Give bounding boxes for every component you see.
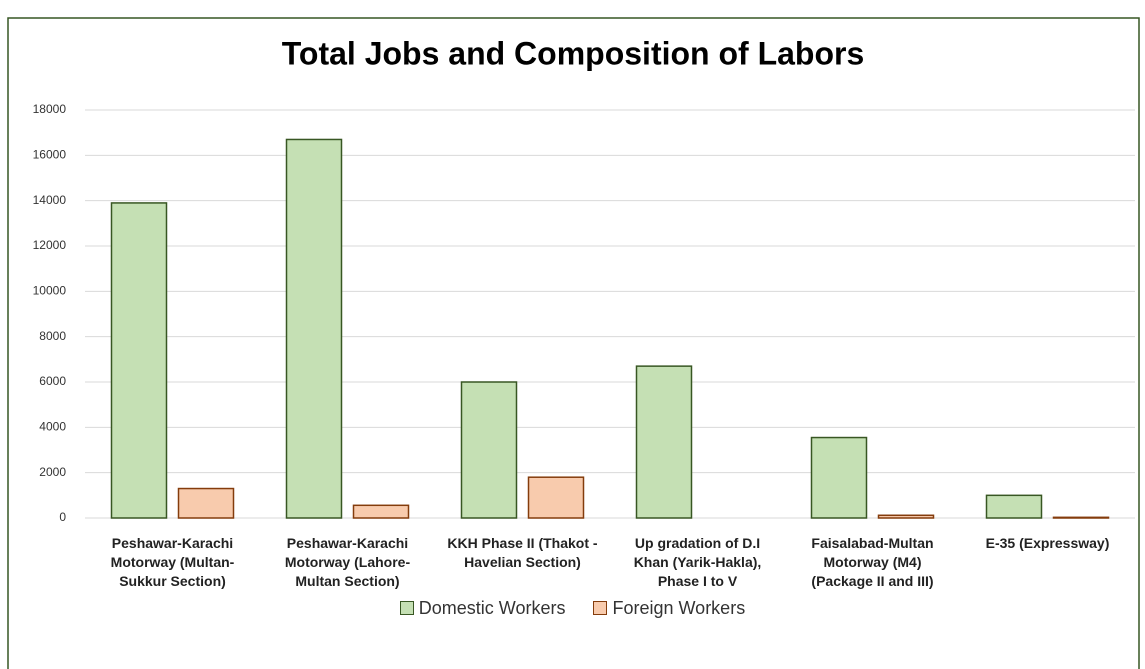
- y-tick-label: 12000: [33, 238, 67, 252]
- bar: [110, 202, 168, 519]
- chart-title: Total Jobs and Composition of Labors: [282, 35, 865, 71]
- y-tick-label: 14000: [33, 193, 67, 207]
- x-tick-label: Faisalabad-Multan Motorway (M4) (Package…: [811, 535, 934, 589]
- bar: [1052, 516, 1110, 519]
- x-tick-label: Peshawar-Karachi Motorway (Multan-Sukkur…: [110, 535, 235, 589]
- y-tick-label: 18000: [33, 102, 67, 116]
- legend: Domestic Workers Foreign Workers: [0, 598, 1145, 619]
- legend-label: Domestic Workers: [418, 598, 566, 618]
- y-tick-label: 2000: [39, 465, 66, 479]
- y-tick-label: 8000: [39, 329, 66, 343]
- legend-item: Domestic Workers: [399, 598, 566, 619]
- y-tick-label: 6000: [39, 374, 66, 388]
- legend-swatch: [593, 601, 608, 615]
- bar: [527, 476, 585, 519]
- legend-item: Foreign Workers: [593, 598, 745, 619]
- bar: [352, 504, 410, 519]
- legend-label: Foreign Workers: [612, 598, 746, 618]
- bar: [810, 436, 868, 519]
- x-tick-label: E-35 (Expressway): [985, 535, 1110, 551]
- y-tick-label: 16000: [33, 148, 67, 162]
- x-tick-label: Peshawar-Karachi Motorway (Lahore-Multan…: [284, 535, 411, 589]
- legend-swatch: [399, 601, 414, 615]
- chart-border: [7, 17, 1140, 669]
- y-tick-label: 0: [59, 510, 66, 524]
- x-tick-label: Up gradation of D.I Khan (Yarik-Hakla), …: [633, 535, 762, 589]
- y-tick-label: 4000: [39, 420, 66, 434]
- bar: [985, 494, 1043, 519]
- bar: [877, 514, 935, 519]
- x-tick-label: KKH Phase II (Thakot - Havelian Section): [447, 535, 598, 570]
- bar: [635, 365, 693, 519]
- bar: [285, 138, 343, 519]
- y-tick-label: 10000: [33, 284, 67, 298]
- bar: [460, 381, 518, 519]
- bar: [177, 487, 235, 519]
